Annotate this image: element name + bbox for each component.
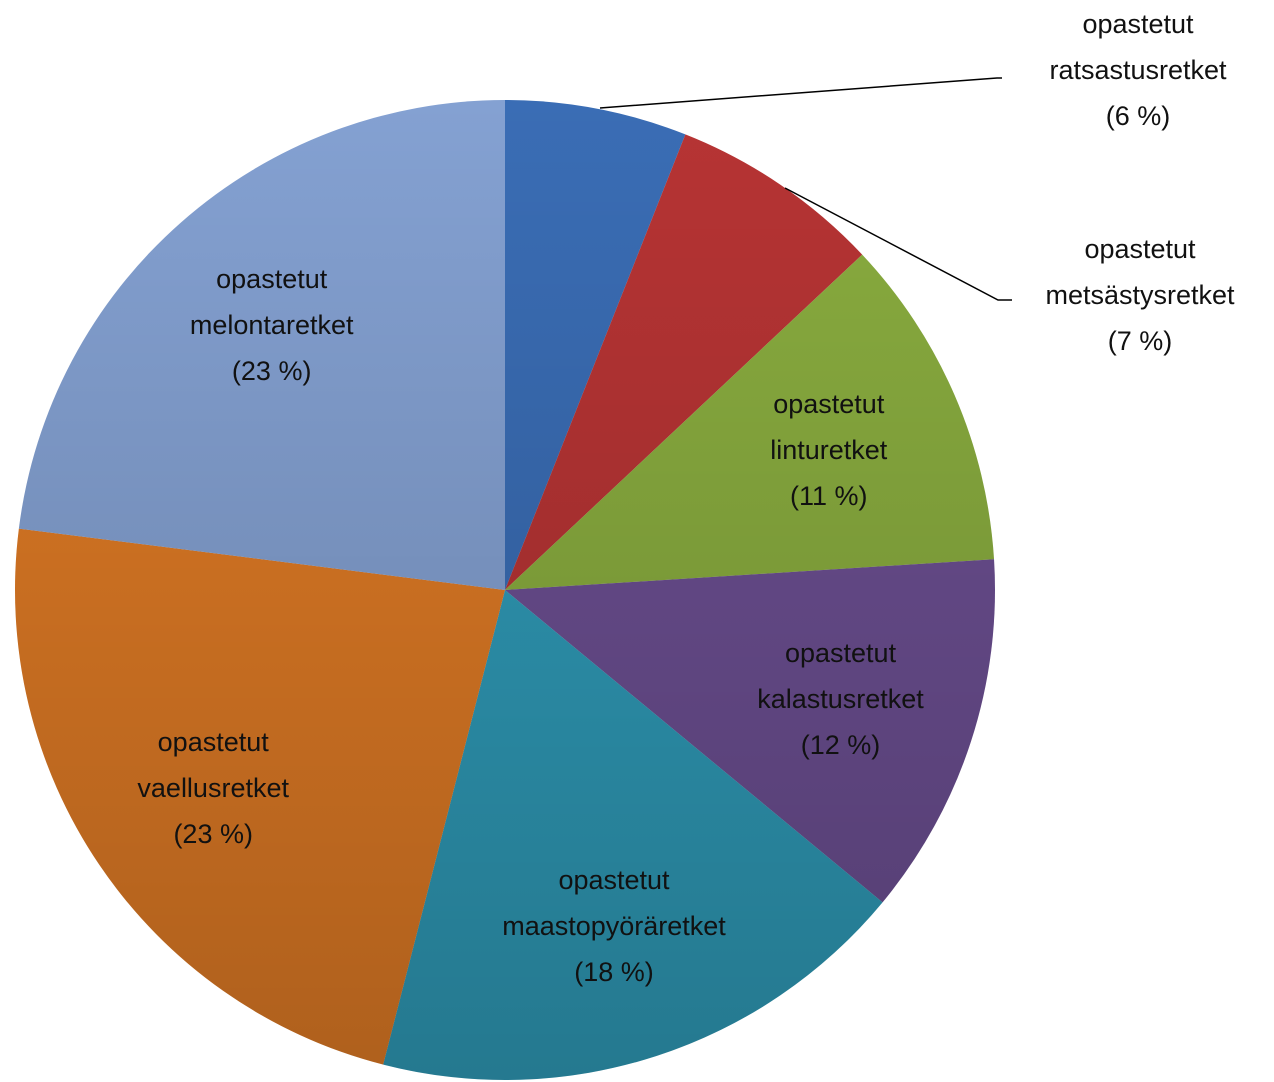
value-label: (23 %) bbox=[231, 356, 312, 387]
slice-label: opastetut metsästysretket (7 %) bbox=[990, 226, 1274, 364]
slice-label: opastetut melontaretket (23 %) bbox=[122, 256, 422, 394]
slice-label: opastetut maastopyöräretket (18 %) bbox=[464, 857, 764, 995]
category-label: opastetut melontaretket bbox=[189, 264, 354, 341]
leader-line bbox=[784, 187, 1012, 301]
slice-label: opastetut ratsastusretket (6 %) bbox=[988, 1, 1274, 139]
slice-label: opastetut kalastusretket (12 %) bbox=[691, 630, 991, 768]
slice-label: opastetut vaellusretket (23 %) bbox=[63, 719, 363, 857]
category-label: opastetut ratsastusretket bbox=[1049, 9, 1227, 85]
category-label: opastetut linturetket bbox=[770, 388, 888, 465]
category-label: opastetut metsästysretket bbox=[1045, 234, 1235, 310]
leader-line bbox=[599, 77, 1002, 109]
value-label: (12 %) bbox=[800, 730, 881, 761]
value-label: (18 %) bbox=[574, 956, 654, 987]
value-label: (23 %) bbox=[173, 819, 253, 850]
slice-label: opastetut linturetket (11 %) bbox=[679, 381, 979, 519]
value-label: (11 %) bbox=[790, 480, 868, 511]
value-label: (7 %) bbox=[1107, 326, 1173, 356]
category-label: opastetut kalastusretket bbox=[757, 638, 924, 715]
category-label: opastetut maastopyöräretket bbox=[502, 864, 726, 941]
value-label: (6 %) bbox=[1105, 101, 1171, 131]
shade bbox=[15, 100, 995, 1080]
category-label: opastetut vaellusretket bbox=[137, 727, 289, 804]
